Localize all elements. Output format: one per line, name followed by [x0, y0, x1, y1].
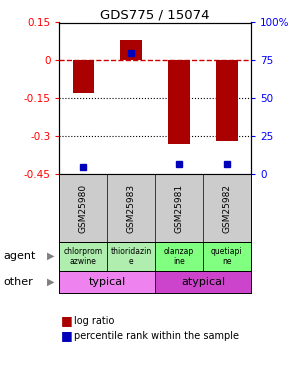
Bar [203, 242, 251, 271]
Text: percentile rank within the sample: percentile rank within the sample [74, 331, 239, 340]
Text: quetiapi
ne: quetiapi ne [211, 247, 243, 266]
Text: thioridazin
e: thioridazin e [110, 247, 152, 266]
Text: GSM25980: GSM25980 [79, 184, 88, 232]
Title: GDS775 / 15074: GDS775 / 15074 [100, 8, 210, 21]
Bar [59, 271, 155, 292]
Bar [155, 242, 203, 271]
Text: ▶: ▶ [47, 276, 55, 286]
Text: GSM25981: GSM25981 [175, 184, 184, 232]
Text: log ratio: log ratio [74, 316, 114, 326]
Bar [168, 60, 190, 144]
Text: other: other [3, 276, 33, 286]
Bar [216, 60, 238, 141]
Text: chlorprom
azwine: chlorprom azwine [64, 247, 103, 266]
Bar [120, 40, 142, 60]
Bar [107, 242, 155, 271]
Text: olanzap
ine: olanzap ine [164, 247, 194, 266]
Text: ■: ■ [61, 314, 73, 327]
Bar [72, 60, 94, 93]
Bar [155, 271, 251, 292]
Text: GSM25983: GSM25983 [127, 184, 136, 232]
Text: typical: typical [89, 276, 126, 286]
Text: atypical: atypical [181, 276, 225, 286]
Text: ■: ■ [61, 329, 73, 342]
Text: ▶: ▶ [47, 251, 55, 261]
Text: agent: agent [3, 251, 35, 261]
Bar [59, 242, 107, 271]
Text: GSM25982: GSM25982 [222, 184, 231, 232]
